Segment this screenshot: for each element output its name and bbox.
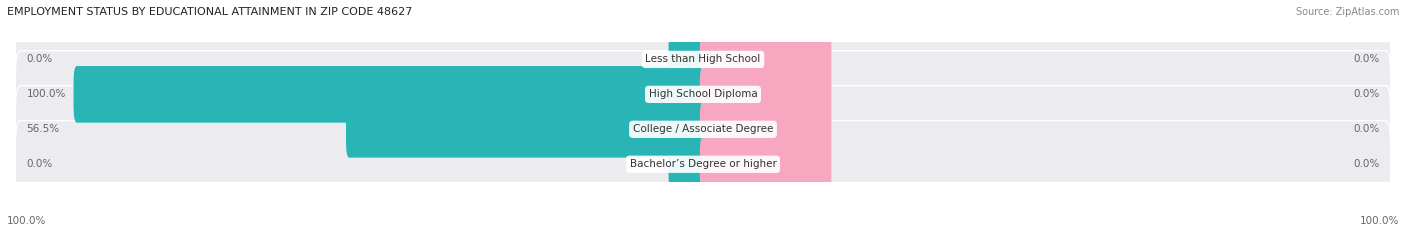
Text: 100.0%: 100.0%	[27, 89, 66, 99]
FancyBboxPatch shape	[73, 66, 706, 123]
Text: 0.0%: 0.0%	[1353, 89, 1379, 99]
FancyBboxPatch shape	[15, 86, 1391, 173]
FancyBboxPatch shape	[700, 66, 831, 123]
FancyBboxPatch shape	[346, 101, 706, 158]
FancyBboxPatch shape	[15, 51, 1391, 138]
Text: Less than High School: Less than High School	[645, 55, 761, 64]
FancyBboxPatch shape	[669, 136, 706, 192]
FancyBboxPatch shape	[700, 136, 831, 192]
FancyBboxPatch shape	[700, 31, 831, 88]
FancyBboxPatch shape	[15, 16, 1391, 103]
Text: College / Associate Degree: College / Associate Degree	[633, 124, 773, 134]
Text: 0.0%: 0.0%	[27, 159, 53, 169]
Text: 100.0%: 100.0%	[7, 216, 46, 226]
FancyBboxPatch shape	[15, 121, 1391, 208]
Text: 0.0%: 0.0%	[1353, 55, 1379, 64]
Text: 100.0%: 100.0%	[1360, 216, 1399, 226]
FancyBboxPatch shape	[669, 31, 706, 88]
Text: Bachelor’s Degree or higher: Bachelor’s Degree or higher	[630, 159, 776, 169]
Text: EMPLOYMENT STATUS BY EDUCATIONAL ATTAINMENT IN ZIP CODE 48627: EMPLOYMENT STATUS BY EDUCATIONAL ATTAINM…	[7, 7, 412, 17]
FancyBboxPatch shape	[700, 101, 831, 158]
Text: 0.0%: 0.0%	[1353, 159, 1379, 169]
Text: 56.5%: 56.5%	[27, 124, 59, 134]
Text: 0.0%: 0.0%	[27, 55, 53, 64]
Text: 0.0%: 0.0%	[1353, 124, 1379, 134]
Text: High School Diploma: High School Diploma	[648, 89, 758, 99]
Text: Source: ZipAtlas.com: Source: ZipAtlas.com	[1295, 7, 1399, 17]
